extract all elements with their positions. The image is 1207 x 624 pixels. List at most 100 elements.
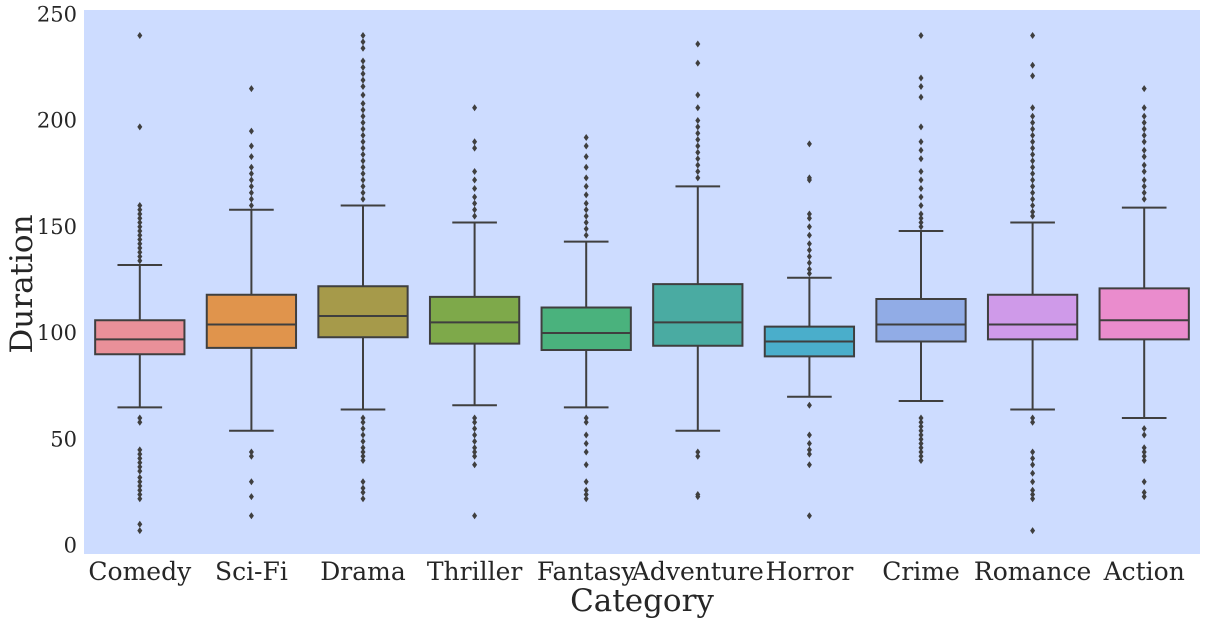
outlier-point	[1030, 151, 1036, 158]
outlier-point	[137, 446, 143, 454]
outlier-point	[918, 74, 924, 82]
outlier-point	[248, 189, 254, 197]
outlier-point	[918, 219, 924, 226]
outlier-point	[583, 219, 589, 226]
outlier-point	[1141, 488, 1147, 496]
outlier-point	[918, 202, 924, 209]
outlier-point	[360, 76, 366, 84]
outlier-point	[360, 448, 366, 456]
y-tick-label: 250	[37, 2, 77, 26]
outlier-point	[137, 219, 143, 226]
outlier-point	[583, 486, 589, 494]
outlier-point	[583, 495, 589, 503]
outlier-point	[1141, 161, 1147, 169]
outlier-point	[806, 223, 812, 231]
box-iqr	[94, 319, 186, 356]
outlier-point	[918, 457, 924, 464]
outlier-point	[472, 212, 478, 220]
outlier-point	[137, 482, 143, 490]
outlier-point	[695, 123, 701, 131]
outlier-point	[806, 140, 812, 148]
outlier-point	[248, 512, 254, 520]
outlier-point	[360, 437, 366, 445]
outlier-point	[918, 423, 924, 430]
outlier-point	[360, 189, 366, 197]
outlier-point	[1030, 157, 1036, 165]
outlier-point	[137, 463, 143, 471]
outlier-point	[806, 259, 812, 267]
outlier-point	[137, 240, 143, 248]
outlier-point	[918, 93, 924, 101]
outlier-point	[248, 448, 254, 456]
outlier-point	[360, 425, 366, 433]
outlier-point	[1030, 212, 1036, 220]
outlier-point	[137, 227, 143, 235]
outlier-point	[1030, 418, 1036, 426]
outlier-point	[360, 418, 366, 426]
outlier-point	[1141, 112, 1147, 120]
outlier-point	[137, 474, 143, 481]
outlier-point	[918, 210, 924, 218]
outlier-point	[806, 461, 812, 469]
outlier-point	[918, 155, 924, 163]
x-tick-label: Action	[1103, 557, 1185, 586]
outlier-point	[1030, 448, 1036, 456]
outlier-point	[137, 495, 143, 503]
outlier-point	[137, 202, 143, 209]
x-tick-label: Sci-Fi	[215, 557, 288, 586]
outlier-point	[1030, 478, 1036, 486]
outlier-point	[806, 265, 812, 273]
outlier-point	[583, 182, 589, 190]
outlier-point	[360, 452, 366, 460]
outlier-point	[1030, 119, 1036, 127]
outlier-point	[1030, 208, 1036, 216]
outlier-point	[918, 418, 924, 426]
box-iqr	[875, 298, 967, 343]
outlier-point	[1141, 119, 1147, 127]
outlier-point	[248, 478, 254, 486]
outlier-point	[1030, 491, 1036, 498]
outlier-point	[583, 142, 589, 150]
outlier-point	[1030, 125, 1036, 133]
outlier-point	[137, 223, 143, 231]
outlier-point	[360, 478, 366, 486]
outlier-point	[1030, 131, 1036, 139]
box-iqr	[986, 293, 1079, 341]
box-iqr	[652, 283, 744, 347]
outlier-point	[1141, 478, 1147, 486]
outlier-point	[918, 176, 924, 184]
outlier-point	[918, 138, 924, 146]
outlier-point	[1141, 425, 1147, 433]
outlier-point	[918, 83, 924, 90]
outlier-point	[248, 195, 254, 203]
outlier-point	[918, 214, 924, 222]
outlier-point	[360, 32, 366, 39]
outlier-point	[1141, 189, 1147, 197]
outlier-point	[918, 431, 924, 439]
outlier-point	[360, 131, 366, 139]
box-iqr	[205, 293, 298, 349]
outlier-point	[248, 85, 254, 93]
outlier-point	[583, 153, 589, 161]
outlier-point	[472, 437, 478, 445]
outlier-point	[472, 431, 478, 439]
y-tick-label: 0	[64, 534, 77, 558]
outlier-point	[583, 448, 589, 456]
outlier-point	[806, 214, 812, 222]
outlier-point	[918, 123, 924, 131]
outlier-point	[695, 59, 701, 67]
outlier-point	[1141, 444, 1147, 452]
outlier-point	[806, 240, 812, 248]
outlier-point	[1141, 168, 1147, 175]
outlier-point	[137, 459, 143, 467]
outlier-point	[918, 435, 924, 443]
outlier-point	[472, 193, 478, 201]
outlier-point	[583, 414, 589, 422]
outlier-point	[1141, 104, 1147, 112]
outlier-point	[806, 176, 812, 184]
outlier-point	[360, 125, 366, 133]
outlier-point	[248, 452, 254, 460]
y-axis: 0 50 100 150 200 250	[37, 2, 77, 557]
outlier-point	[806, 440, 812, 447]
